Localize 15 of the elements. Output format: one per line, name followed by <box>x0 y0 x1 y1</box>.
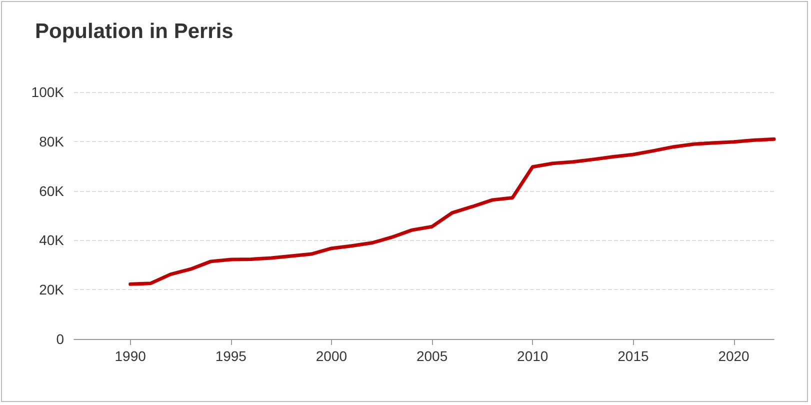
chart-title: Population in Perris <box>35 20 234 43</box>
x-tick-label: 2020 <box>718 348 750 364</box>
x-tick-label: 2010 <box>517 348 548 364</box>
y-tick-label: 40K <box>39 232 65 248</box>
line-series <box>128 137 776 286</box>
x-tick-label: 2015 <box>618 348 649 364</box>
y-tick-label: 0 <box>56 331 64 347</box>
y-tick-label: 80K <box>39 133 65 150</box>
x-tick-label: 2000 <box>316 348 348 364</box>
x-tick-label: 1995 <box>215 348 247 364</box>
y-tick-label: 20K <box>39 282 65 298</box>
y-tick-label: 60K <box>39 182 65 199</box>
x-tick-label: 2005 <box>416 348 448 364</box>
x-tick-label: 1990 <box>114 348 146 364</box>
y-tick-label: 100K <box>31 84 65 100</box>
